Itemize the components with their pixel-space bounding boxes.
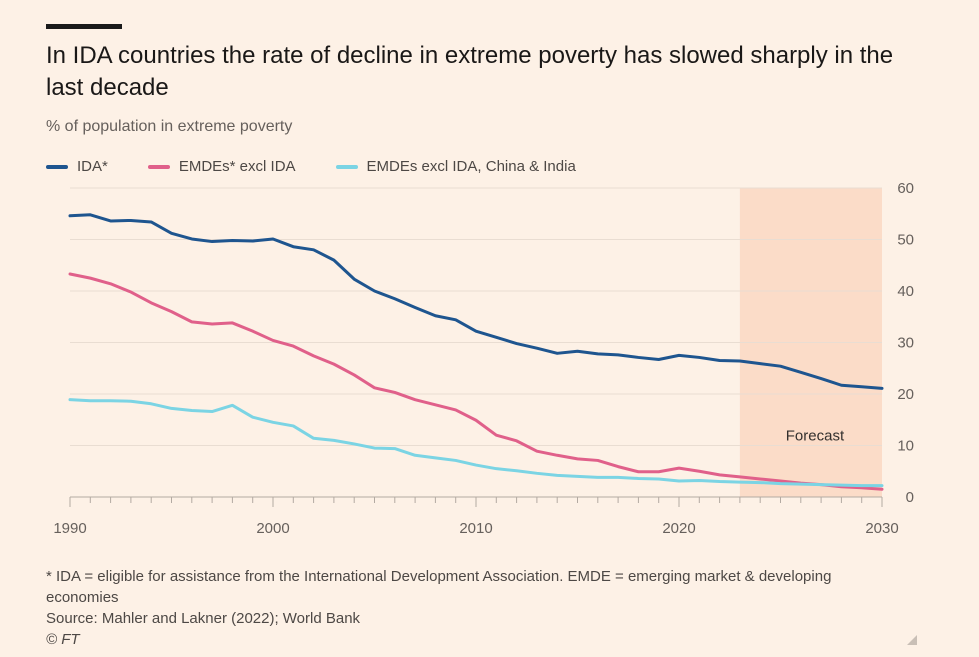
- source-line: Source: Mahler and Lakner (2022); World …: [46, 610, 361, 627]
- x-tick-label-2020: 2020: [662, 520, 695, 537]
- legend-label-emdes-excl-ida: EMDEs* excl IDA: [178, 158, 296, 175]
- y-tick-label-50: 50: [897, 232, 914, 249]
- y-tick-label-30: 30: [897, 335, 914, 352]
- forecast-label: Forecast: [786, 428, 845, 445]
- resize-handle-icon[interactable]: [907, 635, 917, 645]
- x-tick-label-2010: 2010: [459, 520, 492, 537]
- chart-subtitle: % of population in extreme poverty: [46, 118, 293, 135]
- chart-footer: * IDA = eligible for assistance from the…: [46, 566, 906, 650]
- copyright: © FT: [46, 631, 80, 648]
- legend-item-emdes-excl-ida: EMDEs* excl IDA: [147, 158, 296, 175]
- x-tick-label-2030: 2030: [865, 520, 898, 537]
- legend-label-ida: IDA*: [77, 158, 108, 175]
- y-tick-label-20: 20: [897, 386, 914, 403]
- legend-label-emdes-excl-ida-china-india: EMDEs excl IDA, China & India: [366, 158, 576, 175]
- y-tick-label-60: 60: [897, 180, 914, 197]
- y-tick-label-40: 40: [897, 283, 914, 300]
- x-tick-label-2000: 2000: [256, 520, 289, 537]
- footnote: * IDA = eligible for assistance from the…: [46, 568, 832, 606]
- legend-swatch-ida: [46, 164, 68, 169]
- y-tick-label-0: 0: [906, 489, 914, 506]
- ft-title-bar: [46, 24, 122, 29]
- legend-item-ida: IDA*: [46, 158, 108, 175]
- legend-swatch-emdes-excl-ida: [147, 164, 170, 169]
- y-tick-label-10: 10: [897, 438, 914, 455]
- chart-legend: IDA* EMDEs* excl IDA EMDEs excl IDA, Chi…: [46, 158, 616, 175]
- x-tick-label-1990: 1990: [53, 520, 86, 537]
- chart-title: In IDA countries the rate of decline in …: [46, 42, 894, 101]
- legend-swatch-emdes-excl-ida-china-india: [335, 164, 358, 169]
- legend-item-emdes-excl-ida-china-india: EMDEs excl IDA, China & India: [335, 158, 576, 175]
